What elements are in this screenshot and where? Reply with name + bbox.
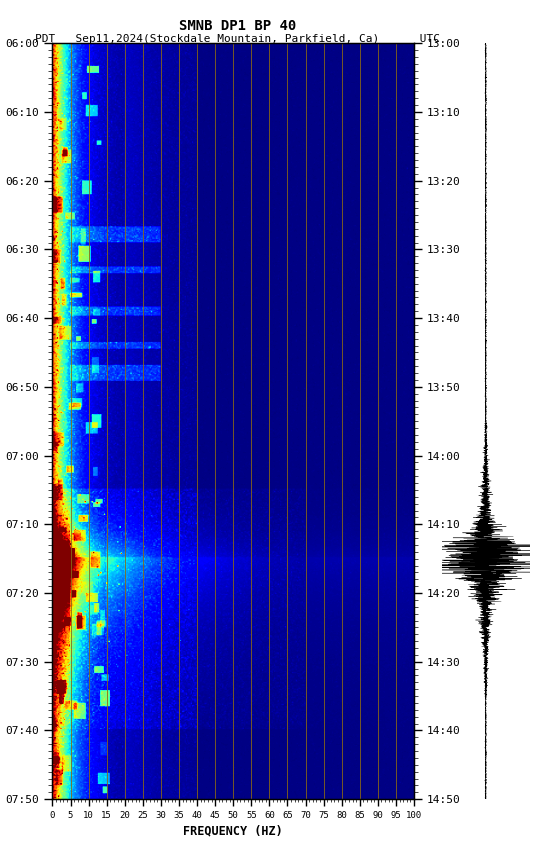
Text: PDT   Sep11,2024(Stockdale Mountain, Parkfield, Ca)      UTC: PDT Sep11,2024(Stockdale Mountain, Parkf… [35, 34, 440, 44]
Text: SMNB DP1 BP 40: SMNB DP1 BP 40 [179, 19, 296, 33]
X-axis label: FREQUENCY (HZ): FREQUENCY (HZ) [183, 824, 283, 837]
